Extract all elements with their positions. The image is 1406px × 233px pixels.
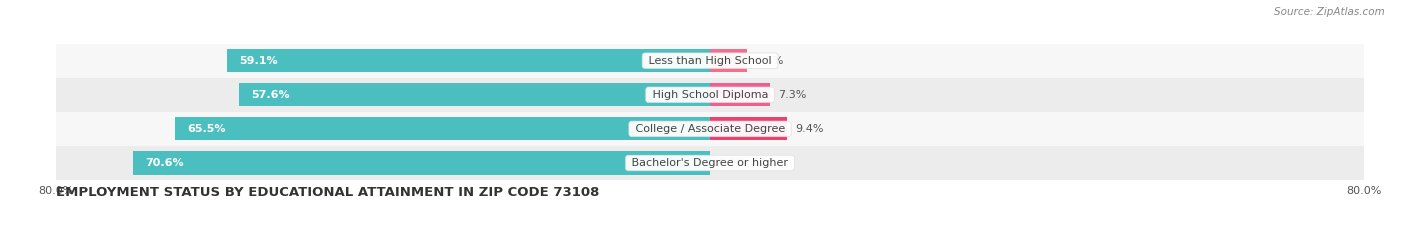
Text: College / Associate Degree: College / Associate Degree [631,124,789,134]
Bar [710,83,769,106]
Bar [710,49,747,72]
Bar [56,112,1364,146]
Text: 7.3%: 7.3% [778,90,806,100]
Bar [239,83,710,106]
Text: Bachelor's Degree or higher: Bachelor's Degree or higher [628,158,792,168]
Text: 70.6%: 70.6% [145,158,184,168]
Text: High School Diploma: High School Diploma [648,90,772,100]
Text: 57.6%: 57.6% [252,90,290,100]
Text: 59.1%: 59.1% [239,56,278,66]
Text: EMPLOYMENT STATUS BY EDUCATIONAL ATTAINMENT IN ZIP CODE 73108: EMPLOYMENT STATUS BY EDUCATIONAL ATTAINM… [56,186,599,199]
Text: 9.4%: 9.4% [794,124,824,134]
Text: 4.5%: 4.5% [755,56,783,66]
Bar [710,117,787,140]
Bar [56,44,1364,78]
Text: 0.0%: 0.0% [718,158,747,168]
Text: Source: ZipAtlas.com: Source: ZipAtlas.com [1274,7,1385,17]
Text: 65.5%: 65.5% [187,124,225,134]
Bar [134,151,710,175]
Bar [226,49,710,72]
Text: Less than High School: Less than High School [645,56,775,66]
Bar [56,78,1364,112]
Bar [174,117,710,140]
Bar [56,146,1364,180]
